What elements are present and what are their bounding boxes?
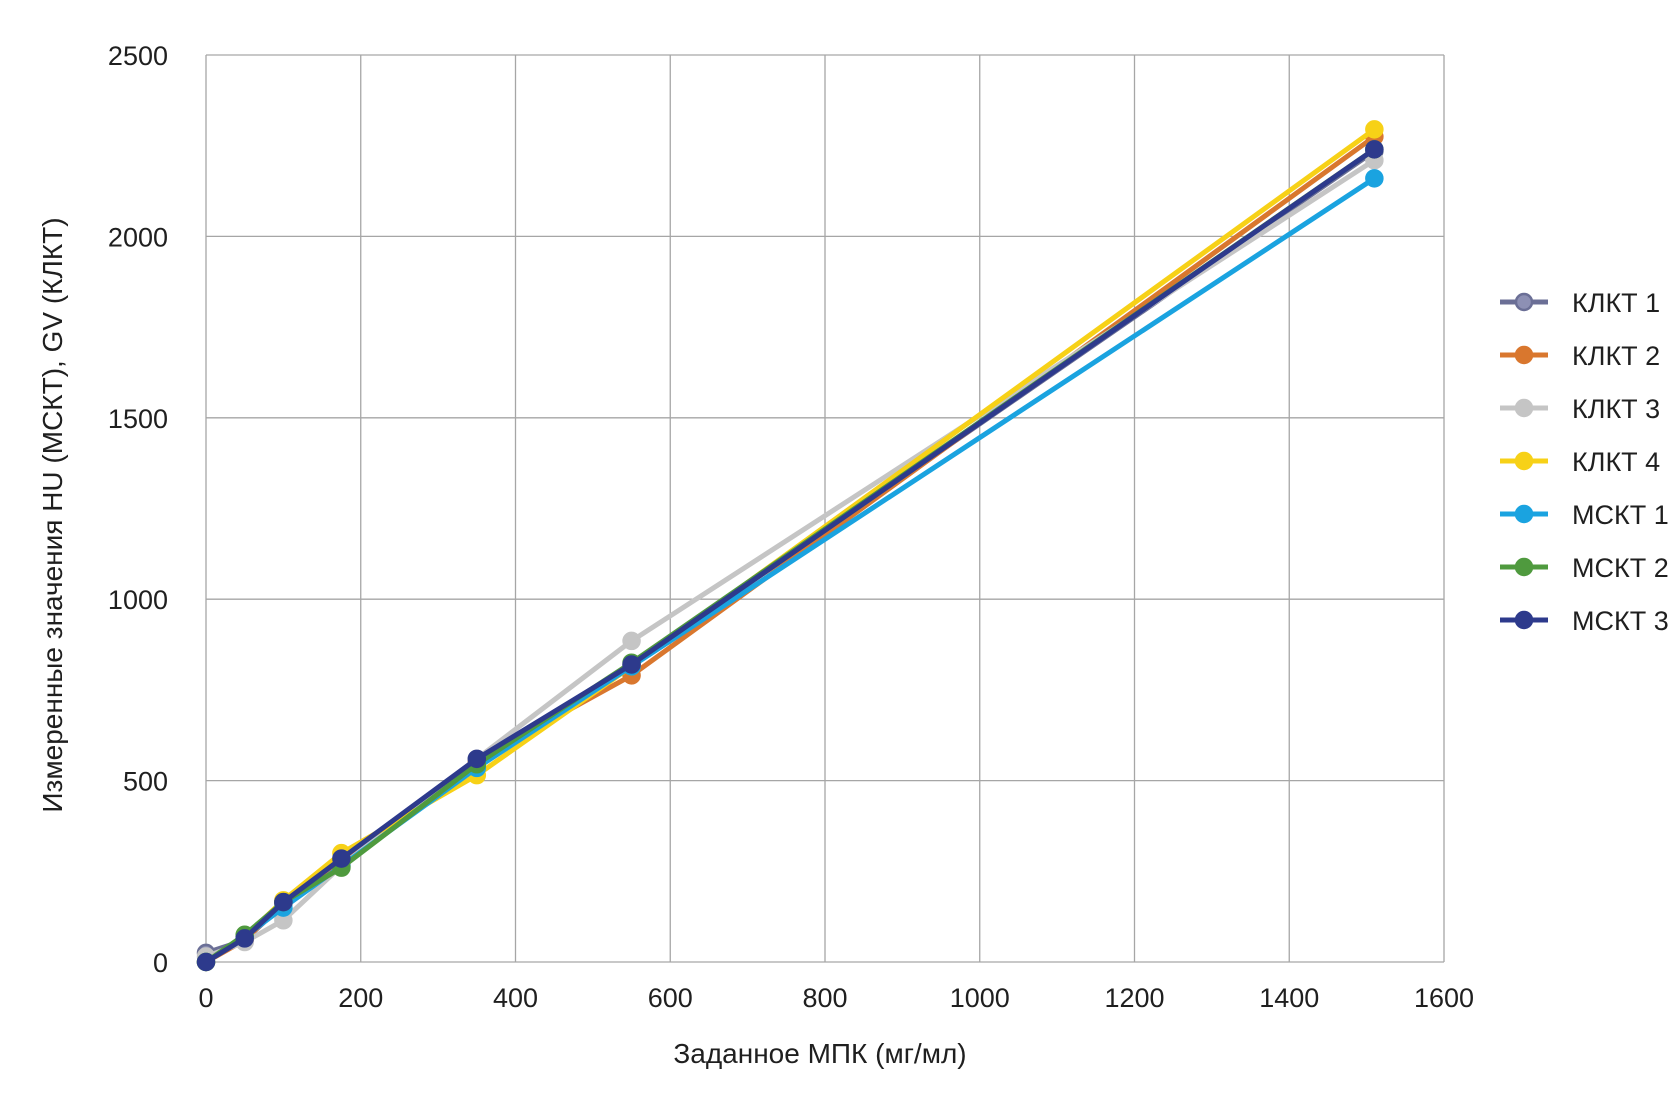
- data-point: [274, 892, 293, 912]
- legend-item: МСКТ 2: [1500, 553, 1669, 583]
- data-point: [1365, 169, 1384, 188]
- data-point: [332, 849, 351, 868]
- y-tick-label: 2500: [108, 41, 168, 71]
- x-tick-label: 200: [338, 983, 383, 1013]
- data-point: [467, 749, 487, 769]
- x-tick-label: 1600: [1414, 983, 1474, 1013]
- data-point: [235, 929, 254, 948]
- x-tick-label: 1200: [1104, 983, 1164, 1013]
- data-point: [622, 655, 641, 674]
- x-axis-ticks: 0 200 400 600 800 1000 1200 1400 1600: [198, 983, 1474, 1013]
- legend-item: КЛКТ 3: [1500, 394, 1660, 424]
- x-tick-label: 400: [493, 983, 538, 1013]
- data-point: [622, 631, 641, 651]
- y-tick-label: 2000: [108, 222, 168, 252]
- x-tick-label: 800: [802, 983, 847, 1013]
- series-line: [203, 175, 1377, 965]
- data-point: [1365, 120, 1384, 139]
- x-tick-label: 1000: [950, 983, 1010, 1013]
- legend-swatch-marker: [1514, 504, 1534, 524]
- legend-label: МСКТ 3: [1572, 606, 1669, 636]
- series-layer: [196, 120, 1384, 972]
- x-tick-label: 600: [648, 983, 693, 1013]
- series-7: [196, 140, 1384, 972]
- legend-swatch-marker: [1514, 398, 1534, 418]
- x-tick-label: 1400: [1259, 983, 1319, 1013]
- y-axis-title: Измеренные значения HU (МСКТ), GV (КЛКТ): [37, 217, 68, 812]
- y-tick-label: 0: [153, 948, 168, 978]
- legend-item: КЛКТ 1: [1500, 288, 1660, 318]
- x-axis-title: Заданное МПК (мг/мл): [673, 1038, 966, 1069]
- y-tick-label: 500: [123, 767, 168, 797]
- legend-label: КЛКТ 2: [1572, 341, 1660, 371]
- y-tick-label: 1000: [108, 585, 168, 615]
- legend-label: МСКТ 1: [1572, 500, 1669, 530]
- legend-label: КЛКТ 4: [1572, 447, 1660, 477]
- legend-item: КЛКТ 2: [1500, 341, 1660, 371]
- data-point: [196, 952, 216, 972]
- x-tick-label: 0: [198, 983, 213, 1013]
- legend-item: МСКТ 3: [1500, 606, 1669, 636]
- legend-label: КЛКТ 3: [1572, 394, 1660, 424]
- data-point: [1365, 140, 1384, 159]
- legend-label: КЛКТ 1: [1572, 288, 1660, 318]
- legend-swatch-marker: [1514, 610, 1534, 630]
- y-tick-label: 1500: [108, 404, 168, 434]
- legend-label: МСКТ 2: [1572, 553, 1669, 583]
- legend-item: КЛКТ 4: [1500, 447, 1660, 477]
- legend: КЛКТ 1 КЛКТ 2 КЛКТ 3 КЛКТ 4 МСКТ 1 МСКТ 2 МСКТ…: [1500, 288, 1669, 636]
- series-5: [196, 169, 1384, 972]
- legend-swatch-marker: [1514, 451, 1534, 471]
- legend-swatch-marker: [1514, 345, 1534, 365]
- y-axis-ticks: 0 500 1000 1500 2000 2500: [108, 41, 168, 978]
- legend-swatch-marker: [1514, 292, 1534, 312]
- legend-swatch-marker: [1514, 557, 1534, 577]
- legend-item: МСКТ 1: [1500, 500, 1669, 530]
